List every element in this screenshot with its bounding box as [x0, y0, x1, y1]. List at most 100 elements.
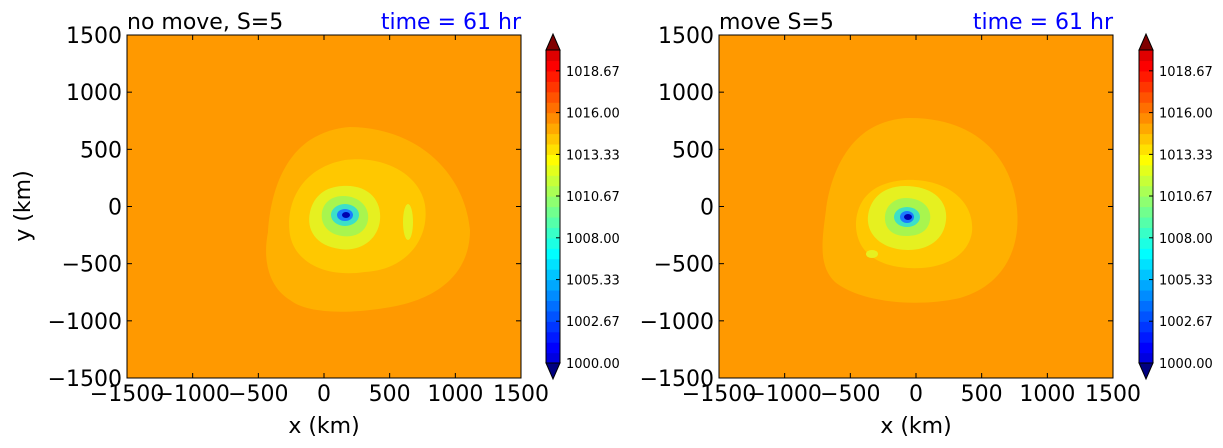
colorbar-1: 1000.00 1002.67 1005.33 1008.00 1010.67 1013.…	[545, 32, 620, 381]
x-tick-label: −1500	[682, 382, 756, 407]
axis-ticks-1: −1500−1000−500 0 500 1000 1500−1500−1000−500…	[48, 24, 549, 407]
colorbar-frame	[1138, 49, 1154, 364]
colorbar-tick-label: 1013.33	[1159, 148, 1213, 163]
colorbar-frame	[545, 49, 561, 364]
panel-2-xlabel: x (km)	[880, 414, 951, 439]
colorbar-level	[1139, 352, 1153, 364]
y-tick-label: −500	[62, 253, 122, 278]
colorbar-level	[1139, 143, 1153, 155]
axis-ticks-2: −1500−1000−500 0 500 1000 1500−1500−1000−500…	[640, 24, 1141, 407]
colorbar-tick-label: 1010.67	[566, 190, 620, 205]
colorbar-tick-label: 1000.00	[1159, 357, 1213, 372]
colorbar-level	[1139, 60, 1153, 72]
colorbar-level	[1139, 310, 1153, 322]
colorbar-level	[546, 81, 560, 93]
colorbar-tick-label: 1002.67	[1159, 315, 1213, 330]
colorbar-level	[1139, 342, 1153, 354]
colorbar-level	[1139, 289, 1153, 301]
colorbar-level	[1139, 164, 1153, 176]
panel-1-title-right: time = 61 hr	[381, 10, 522, 35]
y-tick-label: 1000	[658, 81, 714, 106]
colorbar-level	[1139, 154, 1153, 166]
colorbar-level	[546, 143, 560, 155]
y-tick-label: −1500	[640, 367, 714, 392]
panel-2: −1500−1000−500 0 500 1000 1500−1500−1000−500…	[640, 10, 1213, 439]
y-tick-label: −1000	[48, 310, 122, 335]
colorbar-level	[1139, 227, 1153, 239]
colorbar-tick-label: 1018.67	[566, 65, 620, 80]
y-tick-label: 1500	[66, 24, 122, 49]
colorbar-tick-label: 1008.00	[1159, 232, 1213, 247]
panel-1: −1500−1000−500 0 500 1000 1500−1500−1000−500…	[11, 10, 620, 439]
colorbar-level	[546, 60, 560, 72]
colorbar-level	[546, 352, 560, 364]
colorbar-tick-label: 1016.00	[566, 107, 620, 122]
colorbar-level	[546, 102, 560, 114]
colorbar-level	[1139, 331, 1153, 343]
pressure-feature-2-spot	[866, 250, 878, 258]
colorbar-level	[1139, 175, 1153, 187]
x-tick-label: −1500	[90, 382, 164, 407]
colorbar-level	[546, 206, 560, 218]
colorbar-level	[1139, 102, 1153, 114]
colorbar-level	[1139, 91, 1153, 103]
colorbar-level	[546, 164, 560, 176]
pressure-feature-1-band	[403, 204, 413, 240]
colorbar-level	[1139, 50, 1153, 62]
y-tick-label: 500	[672, 138, 714, 163]
colorbar-level	[546, 91, 560, 103]
colorbar-level	[1139, 81, 1153, 93]
colorbar-level	[1139, 196, 1153, 208]
pressure-field-1	[266, 127, 470, 312]
colorbar-level	[546, 269, 560, 281]
x-tick-label: 500	[369, 382, 411, 407]
colorbar-level	[546, 258, 560, 270]
colorbar-level	[1139, 123, 1153, 135]
colorbar-level	[1139, 269, 1153, 281]
colorbar-tick-label: 1013.33	[566, 148, 620, 163]
x-tick-label: −1000	[747, 382, 821, 407]
x-tick-label: 0	[317, 382, 331, 407]
colorbar-level	[546, 175, 560, 187]
colorbar-extend-min	[545, 362, 561, 381]
x-tick-label: 1000	[427, 382, 483, 407]
colorbar-level	[1139, 279, 1153, 291]
y-tick-label: −1500	[48, 367, 122, 392]
colorbar-tick-label: 1005.33	[1159, 274, 1213, 289]
colorbar-2: 1000.00 1002.67 1005.33 1008.00 1010.67 1013.…	[1138, 32, 1213, 381]
colorbar-level	[546, 70, 560, 82]
pressure-field-2	[822, 118, 1018, 303]
x-tick-label: −500	[820, 382, 880, 407]
colorbar-level	[1139, 300, 1153, 312]
colorbar-level	[546, 185, 560, 197]
colorbar-extend-min	[1138, 362, 1154, 381]
colorbar-tick-label: 1000.00	[566, 357, 620, 372]
colorbar-tick-label: 1008.00	[566, 232, 620, 247]
colorbar-level	[546, 133, 560, 145]
panel-2-title-left: move S=5	[719, 10, 834, 35]
panel-1-xlabel: x (km)	[288, 414, 359, 439]
colorbar-level	[1139, 321, 1153, 333]
colorbar-level	[546, 237, 560, 249]
y-tick-label: 0	[700, 196, 714, 221]
pressure-contour-1-eye	[342, 212, 350, 218]
y-tick-label: 0	[108, 196, 122, 221]
y-tick-label: −1000	[640, 310, 714, 335]
y-tick-label: 500	[80, 138, 122, 163]
x-tick-label: 500	[961, 382, 1003, 407]
colorbar-level	[1139, 248, 1153, 260]
colorbar-tick-label: 1018.67	[1159, 65, 1213, 80]
colorbar-tick-label: 1005.33	[566, 274, 620, 289]
colorbar-level	[546, 227, 560, 239]
colorbar-level	[546, 196, 560, 208]
colorbar-tick-label: 1010.67	[1159, 190, 1213, 205]
x-tick-label: −1000	[155, 382, 229, 407]
colorbar-level	[546, 248, 560, 260]
colorbar-level	[1139, 70, 1153, 82]
panel-2-title-right: time = 61 hr	[973, 10, 1114, 35]
colorbar-level	[1139, 258, 1153, 270]
x-tick-label: 1500	[1085, 382, 1141, 407]
x-tick-label: −500	[228, 382, 288, 407]
colorbar-level	[1139, 216, 1153, 228]
